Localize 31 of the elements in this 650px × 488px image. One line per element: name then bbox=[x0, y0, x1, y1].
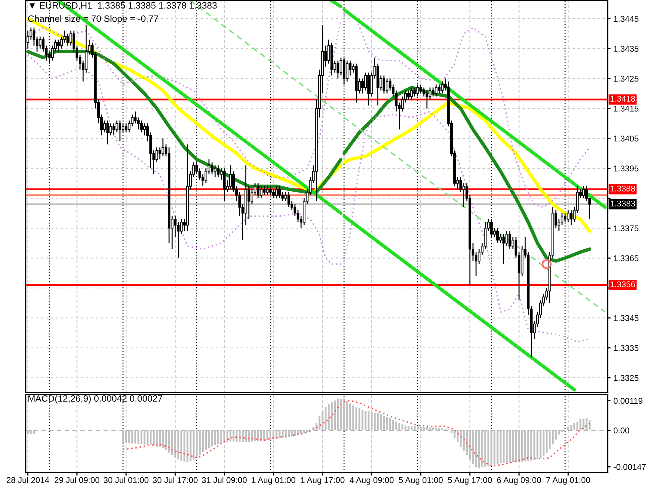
y-tick-label: 1.3445 bbox=[614, 16, 639, 22]
y-tick-label: 0.00119 bbox=[614, 398, 643, 404]
y-tick-label: 1.3365 bbox=[614, 256, 639, 262]
chart-title: MACD(12,26,9) 0.00042 0.00027 bbox=[28, 395, 162, 404]
y-tick-label: 1.3375 bbox=[614, 226, 639, 232]
x-tick-label: 30 Jul 17:00 bbox=[153, 477, 198, 484]
ref-line-label: 1.3418 bbox=[610, 96, 636, 102]
x-tick-label: 28 Jul 2014 bbox=[6, 477, 50, 484]
ref-line-label: 1.3388 bbox=[610, 186, 636, 192]
y-tick-label: -0.00147 bbox=[614, 464, 646, 470]
y-tick-label: 1.3325 bbox=[614, 375, 639, 382]
y-tick-label: 1.3425 bbox=[614, 76, 639, 82]
x-tick-label: 30 Jul 01:00 bbox=[104, 477, 149, 484]
x-tick-label: 5 Aug 17:00 bbox=[448, 477, 492, 485]
ref-line-label: 1.3383 bbox=[610, 200, 636, 207]
y-tick-label: 1.3345 bbox=[614, 315, 639, 322]
x-tick-label: 29 Jul 09:00 bbox=[54, 477, 100, 484]
y-tick-label: 1.3335 bbox=[614, 345, 639, 352]
y-tick-label: 1.3405 bbox=[614, 136, 639, 142]
y-tick-label: 0.00 bbox=[614, 428, 630, 434]
x-tick-label: 1 Aug 01:00 bbox=[252, 477, 296, 485]
y-tick-label: 1.3435 bbox=[614, 46, 639, 52]
y-tick-label: 1.3415 bbox=[614, 106, 639, 112]
x-tick-label: 31 Jul 09:00 bbox=[202, 477, 247, 484]
ref-line-label: 1.3356 bbox=[610, 282, 636, 288]
x-tick-label: 4 Aug 09:00 bbox=[350, 477, 394, 485]
x-tick-label: 6 Aug 09:00 bbox=[497, 477, 542, 485]
y-tick-label: 1.3395 bbox=[614, 166, 639, 172]
x-tick-label: 5 Aug 01:00 bbox=[399, 477, 443, 485]
x-tick-label: 7 Aug 01:00 bbox=[546, 477, 590, 485]
x-tick-label: 1 Aug 17:00 bbox=[301, 477, 345, 485]
